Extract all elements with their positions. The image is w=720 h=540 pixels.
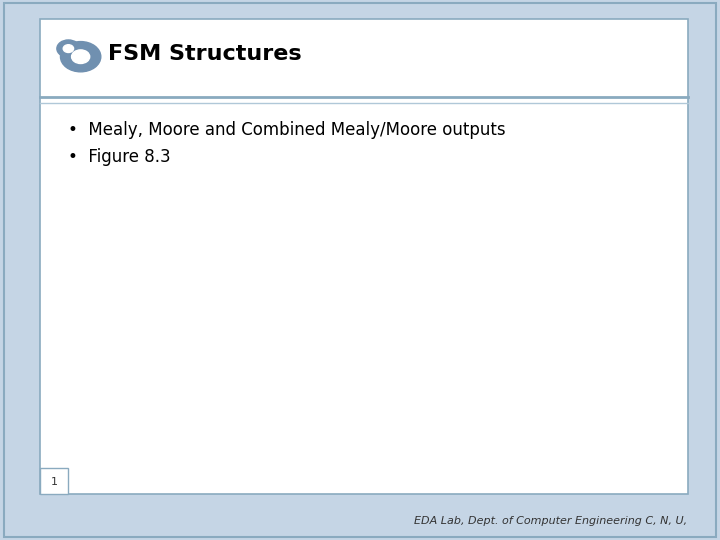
Text: EDA Lab, Dept. of Computer Engineering C, N, U,: EDA Lab, Dept. of Computer Engineering C… [415, 516, 688, 526]
Text: •  Figure 8.3: • Figure 8.3 [68, 147, 171, 166]
Text: •  Mealy, Moore and Combined Mealy/Moore outputs: • Mealy, Moore and Combined Mealy/Moore … [68, 120, 506, 139]
Text: FSM Structures: FSM Structures [108, 44, 302, 64]
Text: 1: 1 [50, 477, 58, 487]
